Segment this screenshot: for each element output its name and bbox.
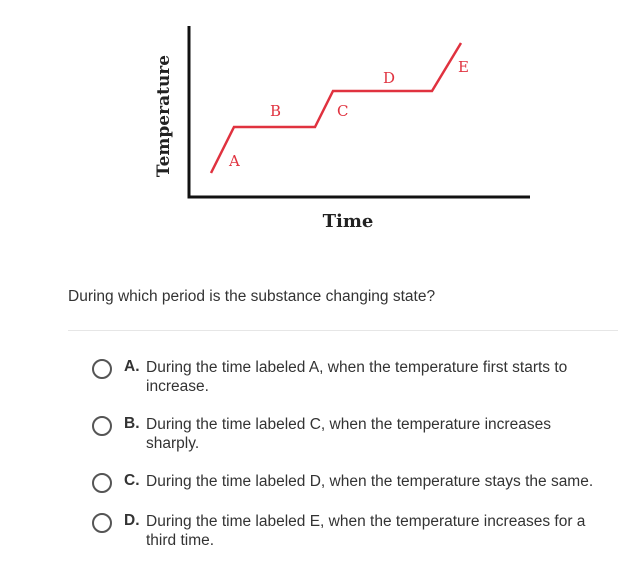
question-text: During which period is the substance cha… bbox=[68, 288, 436, 305]
segment-label-b: B bbox=[270, 102, 281, 120]
divider bbox=[68, 330, 618, 331]
choice-c[interactable]: C. During the time labeled D, when the t… bbox=[92, 472, 612, 493]
choice-text: During the time labeled A, when the temp… bbox=[146, 359, 568, 395]
choice-text: During the time labeled D, when the temp… bbox=[146, 473, 594, 490]
radio-button[interactable] bbox=[92, 473, 112, 493]
radio-button[interactable] bbox=[92, 416, 112, 436]
choice-letter: C. bbox=[124, 472, 140, 489]
radio-button[interactable] bbox=[92, 513, 112, 533]
choice-letter: A. bbox=[124, 358, 140, 375]
choice-letter: D. bbox=[124, 512, 140, 529]
y-axis-label: Temperature bbox=[154, 55, 174, 177]
segment-label-e: E bbox=[458, 58, 469, 76]
heating-curve-line bbox=[209, 42, 463, 174]
segment-label-c: C bbox=[337, 102, 348, 120]
x-axis-label: Time bbox=[323, 211, 374, 232]
choice-letter: B. bbox=[124, 415, 140, 432]
choice-text: During the time labeled C, when the temp… bbox=[146, 416, 551, 452]
choice-b[interactable]: B. During the time labeled C, when the t… bbox=[92, 415, 612, 453]
choice-a[interactable]: A. During the time labeled A, when the t… bbox=[92, 358, 612, 396]
choice-d[interactable]: D. During the time labeled E, when the t… bbox=[92, 512, 612, 550]
heating-curve-graph: A B C D E Temperature Time bbox=[154, 26, 530, 232]
choice-text: During the time labeled E, when the temp… bbox=[146, 513, 586, 549]
segment-label-a: A bbox=[228, 152, 240, 170]
radio-button[interactable] bbox=[92, 359, 112, 379]
segment-label-d: D bbox=[383, 69, 395, 87]
